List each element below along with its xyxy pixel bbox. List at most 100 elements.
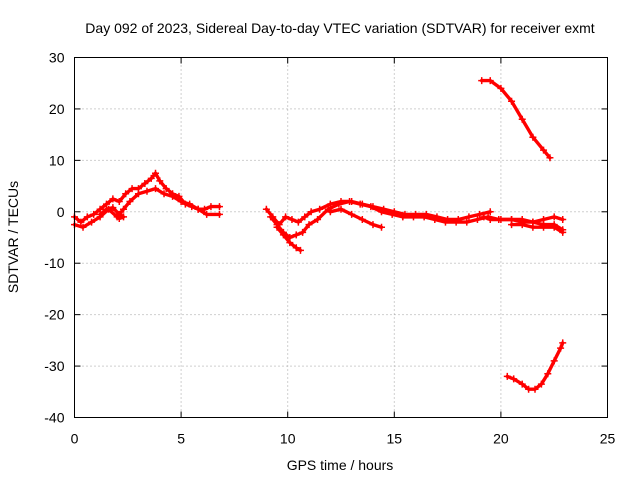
data-point	[431, 216, 439, 223]
data-point	[378, 223, 386, 231]
data-point	[337, 205, 345, 213]
y-tick-label: 30	[49, 50, 65, 66]
x-tick-label: 20	[493, 431, 509, 447]
data-point	[557, 344, 565, 352]
data-point	[307, 208, 315, 216]
data-point	[169, 192, 177, 200]
x-tick-label: 15	[387, 431, 403, 447]
x-tick-label: 10	[280, 431, 296, 447]
data-point	[508, 97, 516, 105]
grid	[74, 57, 608, 418]
data-point	[409, 213, 417, 221]
data-point	[378, 208, 386, 216]
data-point	[540, 223, 548, 231]
x-axis-label: GPS time / hours	[287, 457, 394, 473]
data-point	[525, 385, 533, 393]
data-series	[71, 77, 567, 393]
data-point	[529, 223, 537, 231]
data-point	[503, 372, 511, 380]
data-point	[316, 205, 324, 213]
data-point	[286, 239, 294, 247]
y-tick-label: -20	[44, 307, 64, 323]
data-point	[529, 133, 537, 141]
data-point	[550, 213, 558, 221]
data-point	[559, 216, 567, 223]
data-point	[559, 339, 567, 347]
y-tick-label: -10	[44, 255, 64, 271]
data-point	[122, 190, 130, 198]
x-tick-label: 25	[600, 431, 616, 447]
y-axis-label: SDTVAR / TECUs	[5, 181, 21, 293]
data-point	[441, 218, 449, 226]
data-point	[305, 221, 313, 229]
data-point	[299, 228, 307, 236]
data-point	[356, 200, 364, 208]
data-point	[79, 223, 87, 231]
data-point	[102, 205, 110, 213]
chart-title: Day 092 of 2023, Sidereal Day-to-day VTE…	[85, 20, 594, 36]
data-point	[314, 216, 322, 223]
data-point	[301, 213, 309, 221]
data-point	[282, 213, 290, 221]
data-point	[120, 205, 128, 213]
data-point	[531, 385, 539, 393]
data-point	[326, 208, 334, 216]
data-point	[497, 84, 505, 92]
data-point	[267, 213, 275, 221]
y-tick-label: 0	[57, 204, 65, 220]
data-point	[115, 198, 123, 205]
data-point	[207, 203, 215, 211]
data-point	[367, 203, 375, 211]
data-point	[215, 203, 223, 211]
data-point	[559, 228, 567, 236]
data-point	[143, 187, 151, 195]
data-point	[478, 77, 486, 85]
data-point	[273, 223, 281, 231]
data-point	[292, 244, 300, 252]
y-tick-label: 20	[49, 101, 65, 117]
data-point	[420, 213, 428, 221]
data-point	[160, 190, 168, 198]
plot-frame	[74, 57, 608, 418]
data-point	[152, 169, 160, 177]
data-point	[544, 370, 552, 378]
data-point	[388, 210, 396, 218]
data-point	[473, 216, 481, 223]
series-track-c-lower	[509, 222, 565, 235]
y-tick-label: 10	[49, 152, 65, 168]
data-point	[486, 77, 494, 85]
series-track-a-lower	[72, 186, 222, 229]
data-point	[120, 213, 128, 221]
x-tick-label: 0	[71, 431, 79, 447]
series-track-d	[480, 78, 552, 160]
data-point	[203, 210, 211, 218]
data-point	[348, 210, 356, 218]
data-point	[177, 198, 185, 205]
data-point	[486, 208, 494, 216]
data-point	[486, 216, 494, 223]
data-point	[90, 210, 98, 218]
data-point	[550, 357, 558, 365]
data-point	[292, 231, 300, 239]
data-point	[550, 223, 558, 231]
data-point	[452, 218, 460, 226]
data-point	[508, 221, 516, 229]
data-point	[194, 205, 202, 213]
data-point	[115, 214, 123, 222]
data-point	[134, 190, 142, 198]
data-point	[497, 216, 505, 223]
data-point	[369, 221, 377, 229]
data-point	[476, 210, 484, 218]
data-point	[480, 213, 488, 221]
data-point	[399, 213, 407, 221]
series-track-e	[505, 341, 565, 391]
data-point	[537, 380, 545, 388]
data-point	[156, 177, 164, 185]
x-tick-label: 5	[177, 431, 185, 447]
data-point	[109, 195, 117, 203]
data-point	[358, 216, 366, 223]
data-point	[262, 205, 270, 213]
data-point	[126, 198, 134, 205]
data-point	[294, 218, 302, 226]
